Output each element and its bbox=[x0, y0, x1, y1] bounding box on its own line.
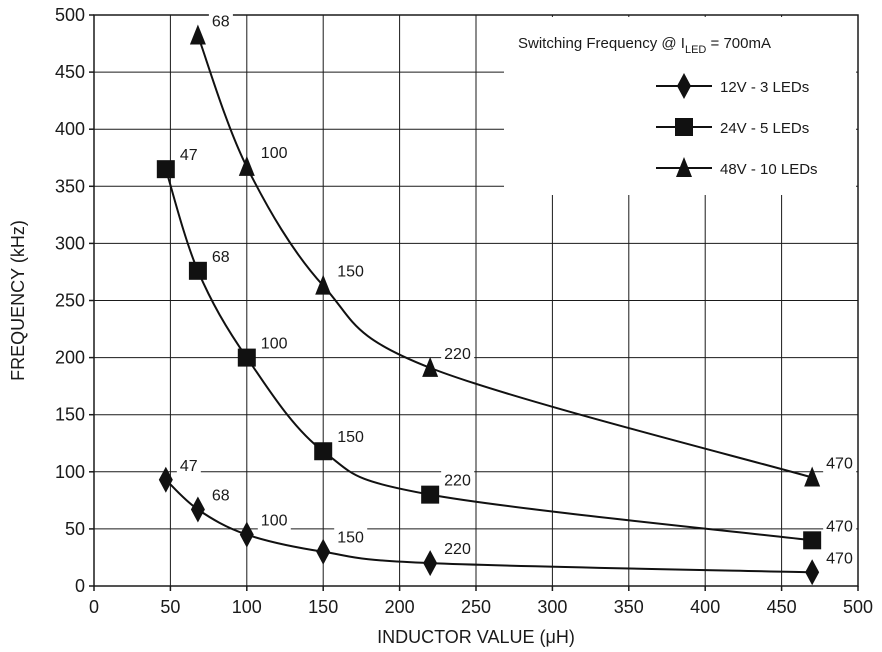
point-label: 150 bbox=[337, 264, 364, 281]
point-label: 68 bbox=[212, 14, 230, 31]
point-label-bg bbox=[176, 144, 201, 166]
point-label: 47 bbox=[180, 458, 198, 475]
legend-title-main: Switching Frequency @ I bbox=[518, 35, 685, 52]
y-axis-title: FREQUENCY (kHz) bbox=[8, 220, 28, 381]
point-label-bg bbox=[257, 332, 291, 354]
square-marker bbox=[803, 531, 822, 550]
point-label: 470 bbox=[826, 518, 853, 535]
legend-background bbox=[504, 17, 856, 195]
point-label-bg bbox=[823, 515, 857, 537]
diamond-marker bbox=[158, 466, 173, 493]
legend-title-subscript: LED bbox=[685, 44, 706, 56]
legend-item: 24V - 5 LEDs bbox=[656, 118, 809, 137]
point-label-bg bbox=[257, 509, 291, 531]
point-label: 100 bbox=[261, 513, 288, 530]
y-tick-label: 500 bbox=[55, 5, 85, 25]
series-1: 47 68 100 150 220 470 bbox=[156, 144, 857, 550]
point-label: 220 bbox=[444, 541, 471, 558]
x-tick-label: 350 bbox=[614, 597, 644, 617]
y-tick-label: 250 bbox=[55, 291, 85, 311]
square-marker bbox=[237, 348, 256, 367]
triangle-marker bbox=[804, 466, 821, 487]
x-tick-label: 250 bbox=[461, 597, 491, 617]
diamond-marker bbox=[316, 538, 331, 565]
point-label: 47 bbox=[180, 147, 198, 164]
axes: 0 50 100 150 200 250 300 350 400 450 500 0 50 100 150 2… bbox=[55, 5, 873, 617]
legend-title-tail: = 700mA bbox=[706, 35, 771, 52]
x-tick-label: 400 bbox=[690, 597, 720, 617]
series-layer: 47 68 100 150 220 470 47 68 100 150 220 470 68 100 150… bbox=[156, 10, 857, 586]
point-label-bg bbox=[176, 454, 201, 476]
point-label-bg bbox=[441, 469, 475, 491]
point-label: 220 bbox=[444, 473, 471, 490]
series-line bbox=[196, 35, 813, 479]
square-marker bbox=[156, 160, 175, 179]
x-tick-label: 500 bbox=[843, 597, 873, 617]
triangle-marker bbox=[315, 274, 332, 295]
y-tick-label: 300 bbox=[55, 233, 85, 253]
point-label: 220 bbox=[444, 346, 471, 363]
diamond-marker bbox=[805, 559, 820, 586]
legend-item: 12V - 3 LEDs bbox=[656, 73, 809, 99]
point-label: 150 bbox=[337, 530, 364, 547]
point-label-bg bbox=[334, 426, 368, 448]
legend-diamond-marker bbox=[677, 73, 691, 99]
x-tick-label: 450 bbox=[767, 597, 797, 617]
point-label-bg bbox=[441, 538, 475, 560]
legend-label: 12V - 3 LEDs bbox=[720, 79, 809, 96]
series-0: 47 68 100 150 220 470 bbox=[158, 454, 857, 586]
point-label: 68 bbox=[212, 487, 230, 504]
series-2: 68 100 150 220 470 bbox=[189, 10, 857, 487]
point-label-bg bbox=[823, 452, 857, 474]
point-label: 68 bbox=[212, 249, 230, 266]
legend-triangle-marker bbox=[676, 157, 692, 177]
y-tick-label: 150 bbox=[55, 405, 85, 425]
x-tick-label: 200 bbox=[385, 597, 415, 617]
point-label: 470 bbox=[826, 456, 853, 473]
x-tick-label: 300 bbox=[537, 597, 567, 617]
legend-square-marker bbox=[675, 118, 693, 136]
x-tick-label: 150 bbox=[308, 597, 338, 617]
point-label-bg bbox=[823, 547, 857, 569]
legend: Switching Frequency @ ILED = 700mA 12V - … bbox=[504, 17, 856, 195]
point-label-bg bbox=[441, 342, 475, 364]
point-label: 100 bbox=[261, 145, 288, 162]
series-line bbox=[164, 168, 813, 542]
legend-item: 48V - 10 LEDs bbox=[656, 157, 818, 178]
y-tick-label: 350 bbox=[55, 176, 85, 196]
triangle-marker bbox=[238, 155, 255, 176]
point-label-bg bbox=[208, 484, 233, 506]
legend-label: 24V - 5 LEDs bbox=[720, 120, 809, 137]
square-marker bbox=[421, 485, 440, 504]
point-label: 470 bbox=[826, 550, 853, 567]
point-label-bg bbox=[257, 141, 291, 163]
legend-label: 48V - 10 LEDs bbox=[720, 161, 818, 178]
diamond-marker bbox=[190, 496, 205, 523]
y-tick-label: 50 bbox=[65, 519, 85, 539]
triangle-marker bbox=[422, 356, 439, 377]
square-marker bbox=[188, 261, 207, 280]
point-label-bg bbox=[334, 260, 368, 282]
square-marker bbox=[314, 442, 333, 461]
legend-title: Switching Frequency @ ILED = 700mA bbox=[518, 35, 771, 56]
y-tick-label: 400 bbox=[55, 119, 85, 139]
y-tick-label: 450 bbox=[55, 62, 85, 82]
point-label-bg bbox=[208, 245, 233, 267]
triangle-marker bbox=[189, 24, 206, 45]
diamond-marker bbox=[239, 521, 254, 548]
point-label: 150 bbox=[337, 429, 364, 446]
y-tick-label: 200 bbox=[55, 348, 85, 368]
y-tick-label: 100 bbox=[55, 462, 85, 482]
point-label: 100 bbox=[261, 336, 288, 353]
point-label-bg bbox=[334, 526, 368, 548]
x-tick-label: 0 bbox=[89, 597, 99, 617]
x-axis-title: INDUCTOR VALUE (μH) bbox=[377, 627, 575, 647]
y-tick-label: 0 bbox=[75, 576, 85, 596]
x-tick-label: 100 bbox=[232, 597, 262, 617]
x-tick-label: 50 bbox=[160, 597, 180, 617]
diamond-marker bbox=[423, 550, 438, 577]
point-label-bg bbox=[208, 10, 233, 32]
